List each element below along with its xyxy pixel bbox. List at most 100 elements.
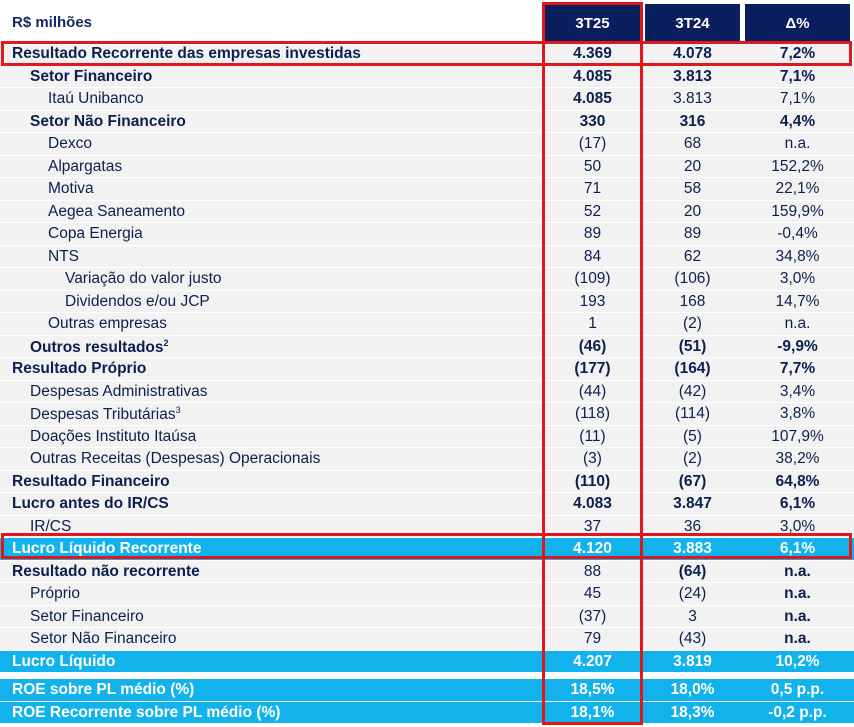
value-3t25: 18,5%	[570, 681, 615, 698]
value-3t25: 84	[583, 247, 602, 265]
value-3t24: (106)	[674, 270, 711, 287]
value-3t25: 45	[583, 585, 602, 602]
value-delta: -9,9%	[777, 337, 818, 355]
table-row: Itaú Unibanco 4.085 3.813 7,1%	[0, 87, 854, 110]
value-3t24: 3.819	[673, 652, 712, 670]
value-delta: n.a.	[784, 562, 811, 580]
row-label-text: Aegea Saneamento	[48, 202, 186, 220]
value-3t24: (24)	[678, 585, 707, 602]
value-3t24: (51)	[678, 337, 707, 355]
table-row: Lucro antes do IR/CS 4.083 3.847 6,1%	[0, 492, 854, 515]
row-label-text: Resultado Financeiro	[12, 472, 170, 490]
value-3t25: 37	[583, 517, 602, 535]
value-3t24: 3.883	[673, 540, 712, 557]
row-label-text: Resultado Recorrente das empresas invest…	[12, 45, 361, 62]
table-row: IR/CS 37 36 3,0%	[0, 514, 854, 537]
row-label: Dividendos e/ou JCP	[65, 293, 210, 311]
value-3t24: 4.078	[673, 45, 712, 62]
value-delta: 64,8%	[775, 472, 820, 490]
row-label-text: Resultado Próprio	[12, 360, 147, 377]
value-3t25: (118)	[574, 405, 611, 422]
value-delta: n.a.	[784, 630, 811, 647]
row-label-text: IR/CS	[30, 517, 72, 535]
row-label-text: Outras Receitas (Despesas) Operacionais	[30, 450, 321, 467]
value-3t25: 4.083	[573, 495, 612, 512]
row-label: Doações Instituto Itaúsa	[30, 428, 196, 446]
value-3t25: 79	[583, 630, 602, 647]
value-3t24: 18,0%	[670, 681, 715, 698]
table-row: Outros resultados2 (46) (51) -9,9%	[0, 334, 854, 357]
value-3t24: (64)	[678, 562, 707, 580]
table-row: ROE Recorrente sobre PL médio (%) 18,1% 18…	[0, 700, 854, 723]
value-delta: 3,0%	[779, 517, 816, 535]
value-3t25: 330	[579, 112, 606, 130]
column-header-delta: Δ%	[745, 4, 850, 42]
table-row: Setor Não Financeiro 330 316 4,4%	[0, 109, 854, 132]
row-label: Lucro Líquido Recorrente	[12, 540, 201, 558]
row-label-text: Setor Financeiro	[30, 67, 153, 85]
row-label: Despesas Administrativas	[30, 383, 207, 401]
value-3t24: 62	[683, 247, 702, 265]
value-3t25: 1	[588, 315, 597, 332]
row-label: Resultado não recorrente	[12, 563, 200, 581]
row-label: Outros resultados2	[30, 338, 169, 357]
row-label-text: Lucro antes do IR/CS	[12, 495, 169, 512]
value-delta: 14,7%	[775, 292, 820, 310]
value-delta: 152,2%	[771, 157, 824, 175]
table-row: Despesas Administrativas (44) (42) 3,4%	[0, 379, 854, 402]
value-3t25: (17)	[578, 135, 607, 152]
value-delta: n.a.	[784, 607, 811, 625]
value-3t24: (2)	[683, 315, 702, 332]
value-3t24: (67)	[678, 472, 707, 490]
value-3t25: (109)	[574, 270, 611, 287]
table-row: Dexco (17) 68 n.a.	[0, 132, 854, 155]
value-delta: n.a.	[784, 135, 811, 152]
value-3t25: (11)	[579, 427, 606, 445]
value-delta: 7,7%	[779, 360, 816, 377]
value-delta: 7,2%	[779, 45, 816, 62]
row-label: Lucro Líquido	[12, 653, 115, 671]
row-label: ROE sobre PL médio (%)	[12, 681, 194, 699]
table-row: Alpargatas 50 20 152,2%	[0, 154, 854, 177]
row-label: Setor Não Financeiro	[30, 113, 186, 131]
row-label: Variação do valor justo	[65, 270, 222, 288]
row-label: Setor Financeiro	[30, 68, 152, 86]
row-label-text: Resultado não recorrente	[12, 562, 200, 580]
value-delta: 6,1%	[779, 495, 816, 512]
column-header-3t25: 3T25	[545, 4, 640, 42]
row-label-text: Lucro Líquido Recorrente	[12, 540, 202, 557]
table-row: Resultado Recorrente das empresas invest…	[0, 42, 854, 65]
value-3t24: 3.847	[673, 495, 712, 512]
value-delta: 4,4%	[779, 112, 816, 130]
table-row: Despesas Tributárias3 (118) (114) 3,8%	[0, 402, 854, 425]
value-3t25: (3)	[583, 450, 602, 467]
value-3t25: 193	[579, 292, 606, 310]
table-row: Aegea Saneamento 52 20 159,9%	[0, 199, 854, 222]
row-label: Alpargatas	[48, 158, 122, 176]
table-row: Resultado Próprio (177) (164) 7,7%	[0, 357, 854, 380]
value-delta: 3,4%	[779, 382, 816, 400]
row-label-text: NTS	[48, 247, 79, 265]
value-3t25: 50	[583, 157, 602, 175]
row-label-text: ROE Recorrente sobre PL médio (%)	[12, 703, 281, 721]
row-label-text: Motiva	[48, 180, 94, 197]
value-3t25: (44)	[578, 382, 607, 400]
value-3t24: (42)	[678, 382, 707, 400]
value-3t24: (5)	[683, 427, 702, 445]
value-delta: -0,2 p.p.	[768, 703, 827, 721]
value-delta: 10,2%	[775, 652, 820, 670]
table-header: R$ milhões 3T25 3T24 Δ%	[0, 4, 854, 42]
value-3t24: 3	[688, 607, 697, 625]
row-label-text: Dexco	[48, 135, 92, 152]
table-row: Outras empresas 1 (2) n.a.	[0, 312, 854, 335]
table-row: Dividendos e/ou JCP 193 168 14,7%	[0, 289, 854, 312]
row-label: Outras Receitas (Despesas) Operacionais	[30, 450, 320, 468]
value-3t24: 18,3%	[670, 703, 715, 721]
row-label-text: Outras empresas	[48, 315, 167, 332]
footnote-marker: 3	[175, 405, 181, 415]
results-table: Resultado Recorrente das empresas invest…	[0, 42, 854, 723]
value-delta: 6,1%	[779, 540, 816, 557]
footnote-marker: 2	[163, 337, 169, 348]
table-row: Resultado Financeiro (110) (67) 64,8%	[0, 469, 854, 492]
value-3t24: 89	[683, 225, 702, 242]
